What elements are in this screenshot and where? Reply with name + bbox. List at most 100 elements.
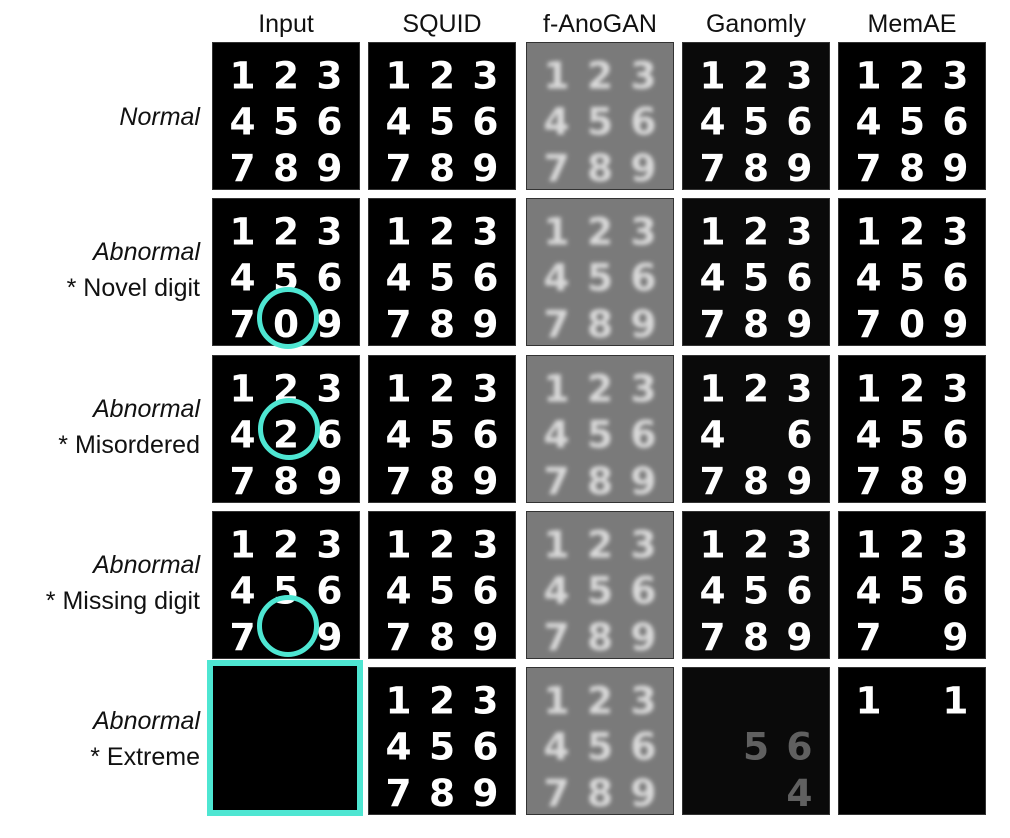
digit-glyph: 7	[386, 146, 412, 189]
row-label-2: Abnormal * Misordered	[0, 391, 200, 463]
digit-glyph: 5	[429, 725, 455, 769]
digit-grid: 1 2 3 4 5 6 7 9	[856, 522, 969, 658]
digit-glyph: 6	[472, 725, 498, 769]
digit-glyph: 4	[544, 413, 570, 457]
digit-glyph: 3	[316, 366, 342, 410]
digit-glyph: 7	[544, 459, 570, 502]
digit-glyph: 2	[743, 522, 769, 566]
digit-glyph: 6	[630, 256, 656, 300]
digit-glyph: 6	[630, 413, 656, 457]
digit-glyph: 4	[386, 569, 412, 613]
digit-glyph: 6	[630, 725, 656, 769]
digit-grid: 1 2 3 4 5 6 7 8 9	[856, 53, 969, 189]
digit-glyph: 8	[429, 146, 455, 189]
digit-glyph: 8	[587, 771, 613, 814]
digit-glyph: 6	[316, 256, 342, 300]
column-header-1: SQUID	[402, 10, 482, 38]
digit-glyph: 9	[630, 771, 656, 814]
digit-glyph: 1	[544, 678, 570, 722]
digit-grid: 1 2 3 4 5 6 7 0 9	[856, 209, 969, 345]
digit-glyph: 5	[899, 569, 925, 613]
digit-glyph: 8	[743, 302, 769, 345]
digit-glyph: 2	[899, 53, 925, 97]
digit-glyph: 8	[429, 615, 455, 658]
digit-glyph: 3	[472, 53, 498, 97]
digit-glyph: 9	[316, 615, 342, 658]
digit-glyph: 3	[942, 209, 968, 253]
digit-grid: 1 2 3 4 5 6 7 8 9	[544, 522, 657, 658]
digit-glyph: 8	[743, 146, 769, 189]
digit-glyph: 3	[942, 366, 968, 410]
digit-glyph: 8	[899, 146, 925, 189]
digit-glyph: 5	[743, 569, 769, 613]
digit-grid: 1 2 3 4 5 6 7 8 9	[386, 678, 499, 814]
digit-glyph: 4	[230, 256, 256, 300]
digit-glyph: 8	[743, 615, 769, 658]
row-subtitle: * Novel digit	[66, 274, 200, 302]
digit-glyph: 8	[273, 459, 299, 502]
digit-glyph: 3	[942, 522, 968, 566]
digit-glyph: 9	[472, 146, 498, 189]
digit-glyph: 9	[630, 459, 656, 502]
row-subtitle: * Misordered	[58, 431, 200, 459]
column-header-0: Input	[258, 10, 314, 38]
digit-glyph: 9	[942, 302, 968, 345]
digit-glyph: 4	[700, 413, 726, 457]
digit-glyph: 9	[316, 459, 342, 502]
digit-glyph: 7	[700, 146, 726, 189]
digit-glyph: 8	[429, 302, 455, 345]
digit-glyph: 2	[429, 366, 455, 410]
digit-glyph: 7	[386, 771, 412, 814]
digit-grid: 1 2 3 4 5 6 7 8 9	[700, 522, 813, 658]
digit-glyph: 9	[630, 615, 656, 658]
digit-glyph: 5	[587, 100, 613, 144]
digit-glyph: 2	[587, 53, 613, 97]
digit-glyph: 4	[230, 100, 256, 144]
digit-glyph: 7	[386, 302, 412, 345]
digit-glyph: 8	[899, 459, 925, 502]
digit-glyph: 6	[472, 100, 498, 144]
row-title: Abnormal	[93, 707, 200, 735]
digit-glyph: 2	[587, 678, 613, 722]
digit-grid: 1 2 3 4 5 6 7 8 9	[386, 209, 499, 345]
digit-glyph: 5	[743, 256, 769, 300]
digit-glyph: 3	[472, 366, 498, 410]
digit-glyph: 5	[429, 256, 455, 300]
digit-glyph: 5	[273, 100, 299, 144]
digit-glyph: 1	[700, 53, 726, 97]
digit-glyph: 6	[472, 569, 498, 613]
digit-glyph: 5	[743, 100, 769, 144]
digit-glyph: 1	[856, 53, 882, 97]
digit-glyph: 1	[230, 53, 256, 97]
digit-glyph: 3	[472, 522, 498, 566]
column-header-2: f-AnoGAN	[543, 10, 657, 38]
digit-glyph: 6	[316, 569, 342, 613]
digit-glyph: 3	[786, 209, 812, 253]
digit-glyph: 1	[230, 209, 256, 253]
digit-glyph: 2	[587, 366, 613, 410]
digit-glyph: 7	[386, 459, 412, 502]
digit-glyph: 9	[630, 146, 656, 189]
row-title: Abnormal	[93, 238, 200, 266]
digit-grid: 1 2 3 4 5 6 7 8 9	[700, 209, 813, 345]
digit-glyph: 5	[587, 256, 613, 300]
digit-glyph: 6	[316, 413, 342, 457]
digit-glyph: 6	[786, 725, 812, 769]
digit-glyph: 7	[700, 459, 726, 502]
digit-glyph: 4	[700, 100, 726, 144]
digit-grid: 1 2 3 4 5 6 7 8 9	[856, 366, 969, 502]
digit-glyph: 9	[472, 459, 498, 502]
digit-glyph: 7	[856, 615, 882, 658]
row-subtitle: * Extreme	[90, 743, 200, 771]
digit-glyph: 1	[230, 522, 256, 566]
digit-glyph: 1	[856, 522, 882, 566]
